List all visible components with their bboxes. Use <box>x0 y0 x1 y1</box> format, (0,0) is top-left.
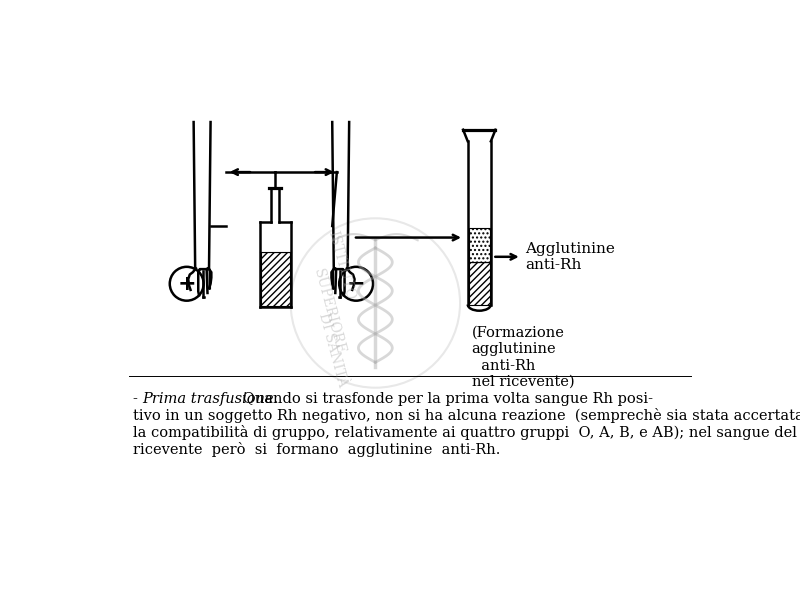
Text: (Formazione
agglutinine
  anti-Rh
nel ricevente): (Formazione agglutinine anti-Rh nel rice… <box>472 326 574 389</box>
Text: +: + <box>178 274 196 294</box>
Bar <box>261 252 290 306</box>
Text: ISTITUTO: ISTITUTO <box>326 229 358 301</box>
Text: tivo in un soggetto Rh negativo, non si ha alcuna reazione  (semprechè sia stata: tivo in un soggetto Rh negativo, non si … <box>133 409 800 424</box>
Text: SUPERIORE: SUPERIORE <box>310 267 347 356</box>
Text: Agglutinine
anti-Rh: Agglutinine anti-Rh <box>526 242 615 272</box>
Text: -: - <box>133 392 142 406</box>
Text: −: − <box>346 274 366 294</box>
Text: Quando si trasfonde per la prima volta sangue Rh posi-: Quando si trasfonde per la prima volta s… <box>238 392 653 406</box>
Text: la compatibilità di gruppo, relativamente ai quattro gruppi  O, A, B, e AB); nel: la compatibilità di gruppo, relativament… <box>133 425 797 440</box>
Bar <box>469 227 490 262</box>
Text: DI SANITÀ: DI SANITÀ <box>316 311 350 388</box>
Text: Prima trasfusione.: Prima trasfusione. <box>142 392 278 406</box>
Text: ricevente  però  si  formano  agglutinine  anti-Rh.: ricevente però si formano agglutinine an… <box>133 442 500 457</box>
Bar <box>469 262 490 305</box>
Bar <box>261 223 290 252</box>
